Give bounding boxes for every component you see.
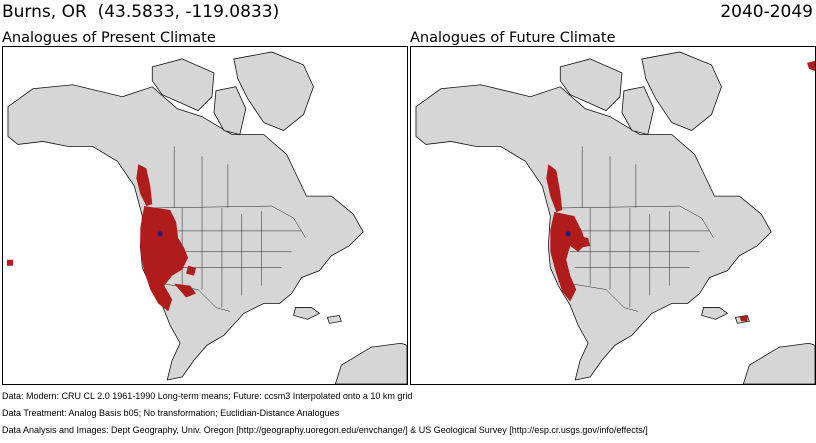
analogue-interior-patch bbox=[576, 235, 591, 248]
present-map-svg bbox=[6, 51, 407, 384]
footer-credits: Data: Modern: CRU CL 2.0 1961-1990 Long-… bbox=[2, 388, 648, 439]
arctic-islands bbox=[559, 58, 623, 112]
footer-analysis-line: Data Analysis and Images: Dept Geography… bbox=[2, 425, 648, 435]
future-panel-title: Analogues of Future Climate bbox=[410, 30, 616, 46]
location-coordinates: (43.5833, -119.0833) bbox=[97, 2, 280, 22]
site-location-marker bbox=[565, 231, 571, 237]
analogue-pacific-northwest bbox=[136, 164, 153, 207]
footer-data-line: Data: Modern: CRU CL 2.0 1961-1990 Long-… bbox=[2, 391, 413, 401]
us-canada-border bbox=[148, 205, 306, 238]
land-group bbox=[7, 51, 407, 384]
baffin-island bbox=[621, 86, 655, 135]
province-lines bbox=[570, 146, 710, 308]
future-climate-map bbox=[410, 46, 816, 385]
footer-treatment-line: Data Treatment: Analog Basis b05; No tra… bbox=[2, 408, 340, 418]
future-map-svg bbox=[415, 51, 815, 384]
south-america-tip bbox=[334, 342, 407, 384]
greenland bbox=[641, 51, 722, 131]
greenland bbox=[233, 51, 314, 131]
border-lines bbox=[556, 146, 714, 312]
arctic-islands bbox=[151, 58, 215, 112]
present-climate-map bbox=[2, 46, 408, 385]
time-period-label: 2040-2049 bbox=[720, 2, 813, 22]
analogue-great-basin bbox=[140, 206, 189, 312]
land-group bbox=[415, 51, 815, 384]
us-mexico-border bbox=[558, 281, 638, 312]
south-america-tip bbox=[742, 342, 815, 384]
location-name: Burns, OR bbox=[2, 2, 87, 22]
analogue-pacific-northwest bbox=[546, 164, 563, 213]
site-location-marker bbox=[157, 231, 163, 237]
present-panel-title: Analogues of Present Climate bbox=[2, 30, 216, 46]
analogue-regions bbox=[6, 164, 197, 312]
analogue-great-basin bbox=[550, 212, 587, 302]
us-mexico-border bbox=[150, 281, 230, 312]
north-america-landmass bbox=[7, 84, 364, 381]
central-america-islands bbox=[701, 307, 750, 324]
baffin-island bbox=[213, 86, 247, 135]
us-canada-border bbox=[556, 205, 714, 238]
north-america-landmass bbox=[415, 84, 772, 381]
analogue-arctic-patch bbox=[807, 60, 815, 71]
central-america-islands bbox=[293, 307, 342, 324]
map-title: Burns, OR (43.5833, -119.0833) bbox=[2, 2, 279, 22]
analogue-regions bbox=[546, 60, 815, 322]
